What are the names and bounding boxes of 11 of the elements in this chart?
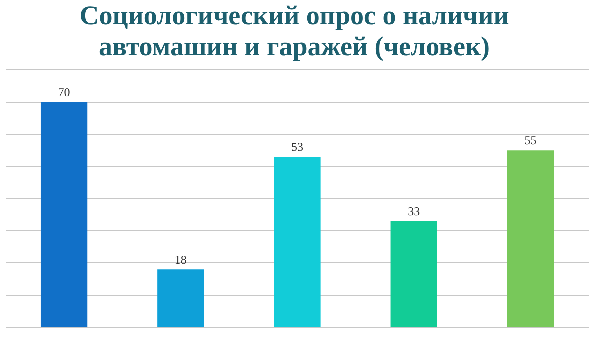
bar [390, 221, 438, 328]
data-label: 55 [524, 134, 537, 148]
data-label: 33 [408, 204, 420, 219]
bar [40, 102, 88, 328]
bar [507, 150, 554, 328]
bar [274, 157, 321, 328]
data-label: 70 [58, 85, 70, 100]
bar [158, 270, 204, 328]
chart-title: Социологический опрос о наличии автомашин и гаражей (человек) [80, 0, 510, 62]
data-label: 18 [174, 252, 187, 267]
data-label: 53 [292, 140, 304, 154]
